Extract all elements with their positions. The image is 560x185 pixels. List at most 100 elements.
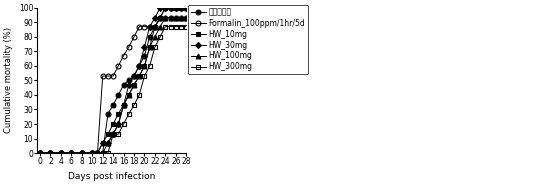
HW_30mg xyxy=(89,152,96,154)
HW_30mg xyxy=(172,6,179,9)
감염대조구 xyxy=(115,94,122,96)
감염대조구 xyxy=(167,6,174,9)
HW_30mg xyxy=(178,6,184,9)
HW_10mg xyxy=(178,6,184,9)
HW_10mg xyxy=(172,6,179,9)
HW_30mg xyxy=(136,65,143,67)
HW_300mg xyxy=(120,123,127,125)
HW_300mg xyxy=(162,26,169,28)
Formalin_100ppm/1hr/5d xyxy=(162,17,169,19)
감염대조구 xyxy=(172,6,179,9)
HW_10mg xyxy=(99,142,106,144)
Formalin_100ppm/1hr/5d xyxy=(172,17,179,19)
감염대조구 xyxy=(105,113,111,115)
HW_300mg xyxy=(47,152,54,154)
감염대조구 xyxy=(183,6,190,9)
Formalin_100ppm/1hr/5d xyxy=(125,46,132,48)
HW_300mg xyxy=(58,152,64,154)
HW_300mg xyxy=(99,152,106,154)
HW_100mg xyxy=(141,65,148,67)
HW_300mg xyxy=(167,26,174,28)
HW_30mg xyxy=(157,6,164,9)
HW_10mg xyxy=(167,6,174,9)
HW_10mg xyxy=(47,152,54,154)
Formalin_100ppm/1hr/5d xyxy=(110,75,116,77)
HW_10mg xyxy=(130,84,137,86)
HW_30mg xyxy=(146,26,153,28)
HW_100mg xyxy=(94,152,101,154)
Formalin_100ppm/1hr/5d xyxy=(94,152,101,154)
HW_30mg xyxy=(152,17,158,19)
Formalin_100ppm/1hr/5d xyxy=(120,55,127,57)
Line: HW_300mg: HW_300mg xyxy=(38,24,189,156)
Formalin_100ppm/1hr/5d xyxy=(78,152,85,154)
Formalin_100ppm/1hr/5d xyxy=(178,17,184,19)
HW_10mg xyxy=(120,104,127,106)
HW_300mg xyxy=(68,152,74,154)
HW_300mg xyxy=(130,104,137,106)
HW_100mg xyxy=(178,17,184,19)
감염대조구 xyxy=(99,152,106,154)
감염대조구 xyxy=(120,84,127,86)
HW_10mg xyxy=(125,94,132,96)
HW_300mg xyxy=(89,152,96,154)
HW_10mg xyxy=(105,133,111,135)
HW_100mg xyxy=(183,17,190,19)
감염대조구 xyxy=(141,55,148,57)
감염대조구 xyxy=(58,152,64,154)
HW_300mg xyxy=(115,133,122,135)
Line: HW_100mg: HW_100mg xyxy=(38,15,189,156)
HW_30mg xyxy=(125,84,132,86)
HW_100mg xyxy=(125,94,132,96)
HW_10mg xyxy=(78,152,85,154)
HW_100mg xyxy=(115,123,122,125)
Formalin_100ppm/1hr/5d xyxy=(99,75,106,77)
HW_100mg xyxy=(172,17,179,19)
Formalin_100ppm/1hr/5d xyxy=(68,152,74,154)
HW_10mg xyxy=(157,17,164,19)
HW_100mg xyxy=(105,142,111,144)
Formalin_100ppm/1hr/5d xyxy=(47,152,54,154)
감염대조구 xyxy=(68,152,74,154)
HW_30mg xyxy=(47,152,54,154)
HW_10mg xyxy=(141,65,148,67)
감염대조구 xyxy=(130,75,137,77)
감염대조구 xyxy=(36,152,43,154)
Legend: 감염대조구, Formalin_100ppm/1hr/5d, HW_10mg, HW_30mg, HW_100mg, HW_300mg: 감염대조구, Formalin_100ppm/1hr/5d, HW_10mg, … xyxy=(188,5,308,74)
HW_100mg xyxy=(58,152,64,154)
HW_300mg xyxy=(105,152,111,154)
HW_300mg xyxy=(172,26,179,28)
HW_100mg xyxy=(136,75,143,77)
HW_100mg xyxy=(78,152,85,154)
Formalin_100ppm/1hr/5d xyxy=(89,152,96,154)
HW_10mg xyxy=(36,152,43,154)
HW_30mg xyxy=(115,123,122,125)
HW_10mg xyxy=(110,123,116,125)
HW_30mg xyxy=(99,142,106,144)
HW_30mg xyxy=(58,152,64,154)
Line: HW_10mg: HW_10mg xyxy=(38,5,189,156)
Formalin_100ppm/1hr/5d xyxy=(115,65,122,67)
HW_100mg xyxy=(157,26,164,28)
Y-axis label: Cumulative mortality (%): Cumulative mortality (%) xyxy=(4,27,13,133)
Formalin_100ppm/1hr/5d xyxy=(146,26,153,28)
HW_10mg xyxy=(68,152,74,154)
감염대조구 xyxy=(110,104,116,106)
HW_10mg xyxy=(183,6,190,9)
HW_100mg xyxy=(89,152,96,154)
HW_100mg xyxy=(162,17,169,19)
HW_10mg xyxy=(146,46,153,48)
HW_30mg xyxy=(110,133,116,135)
HW_30mg xyxy=(120,104,127,106)
Formalin_100ppm/1hr/5d xyxy=(157,17,164,19)
HW_300mg xyxy=(110,133,116,135)
HW_300mg xyxy=(141,75,148,77)
감염대조구 xyxy=(152,26,158,28)
HW_300mg xyxy=(178,26,184,28)
감염대조구 xyxy=(78,152,85,154)
HW_100mg xyxy=(120,104,127,106)
HW_100mg xyxy=(130,84,137,86)
Line: 감염대조구: 감염대조구 xyxy=(38,5,189,156)
Formalin_100ppm/1hr/5d xyxy=(152,26,158,28)
감염대조구 xyxy=(94,152,101,154)
